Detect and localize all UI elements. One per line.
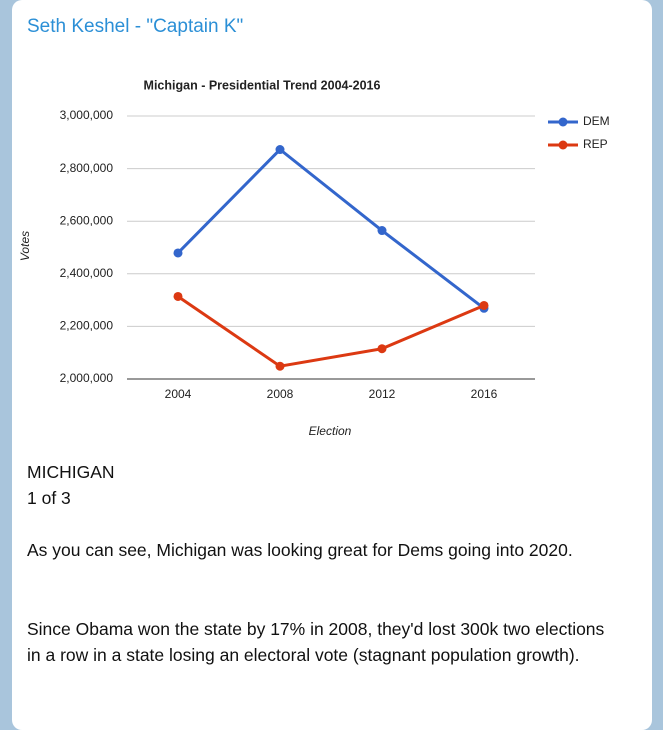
heading-line: 1 of 3 bbox=[27, 488, 71, 508]
data-line bbox=[177, 295, 485, 368]
x-tick-label: 2008 bbox=[267, 387, 294, 401]
y-tick-label: 2,200,000 bbox=[60, 319, 114, 333]
sender-name[interactable]: Seth Keshel - "Captain K" bbox=[27, 16, 244, 37]
data-point bbox=[173, 248, 183, 258]
message-card: Seth Keshel - "Captain K" Michigan - Pre… bbox=[12, 0, 652, 730]
legend-label: DEM bbox=[583, 114, 610, 128]
paragraph: As you can see, Michigan was looking gre… bbox=[27, 540, 573, 560]
x-tick-label: 2012 bbox=[369, 387, 396, 401]
data-point bbox=[377, 226, 387, 236]
data-point bbox=[275, 145, 285, 155]
data-point bbox=[173, 291, 183, 301]
heading-line: MICHIGAN bbox=[27, 462, 115, 482]
data-point bbox=[275, 361, 285, 371]
legend-marker bbox=[558, 140, 568, 150]
legend-label: REP bbox=[583, 137, 608, 151]
chart: Michigan - Presidential Trend 2004-2016 … bbox=[18, 78, 610, 438]
data-point bbox=[479, 300, 489, 310]
x-tick-label: 2004 bbox=[165, 387, 192, 401]
data-line bbox=[176, 147, 485, 310]
page: Seth Keshel - "Captain K" Michigan - Pre… bbox=[12, 0, 652, 730]
y-tick-label: 2,600,000 bbox=[60, 213, 114, 227]
chart-title: Michigan - Presidential Trend 2004-2016 bbox=[144, 78, 381, 92]
x-tick-label: 2016 bbox=[471, 387, 498, 401]
y-tick-label: 2,000,000 bbox=[60, 371, 114, 385]
y-tick-label: 2,400,000 bbox=[60, 266, 114, 280]
y-tick-label: 3,000,000 bbox=[60, 108, 114, 122]
legend-marker bbox=[558, 117, 568, 127]
data-point bbox=[377, 344, 387, 354]
y-axis-label: Votes bbox=[18, 231, 32, 261]
paragraph: Since Obama won the state by 17% in 2008… bbox=[27, 619, 605, 665]
y-tick-label: 2,800,000 bbox=[60, 161, 114, 175]
x-axis-label: Election bbox=[309, 424, 352, 438]
